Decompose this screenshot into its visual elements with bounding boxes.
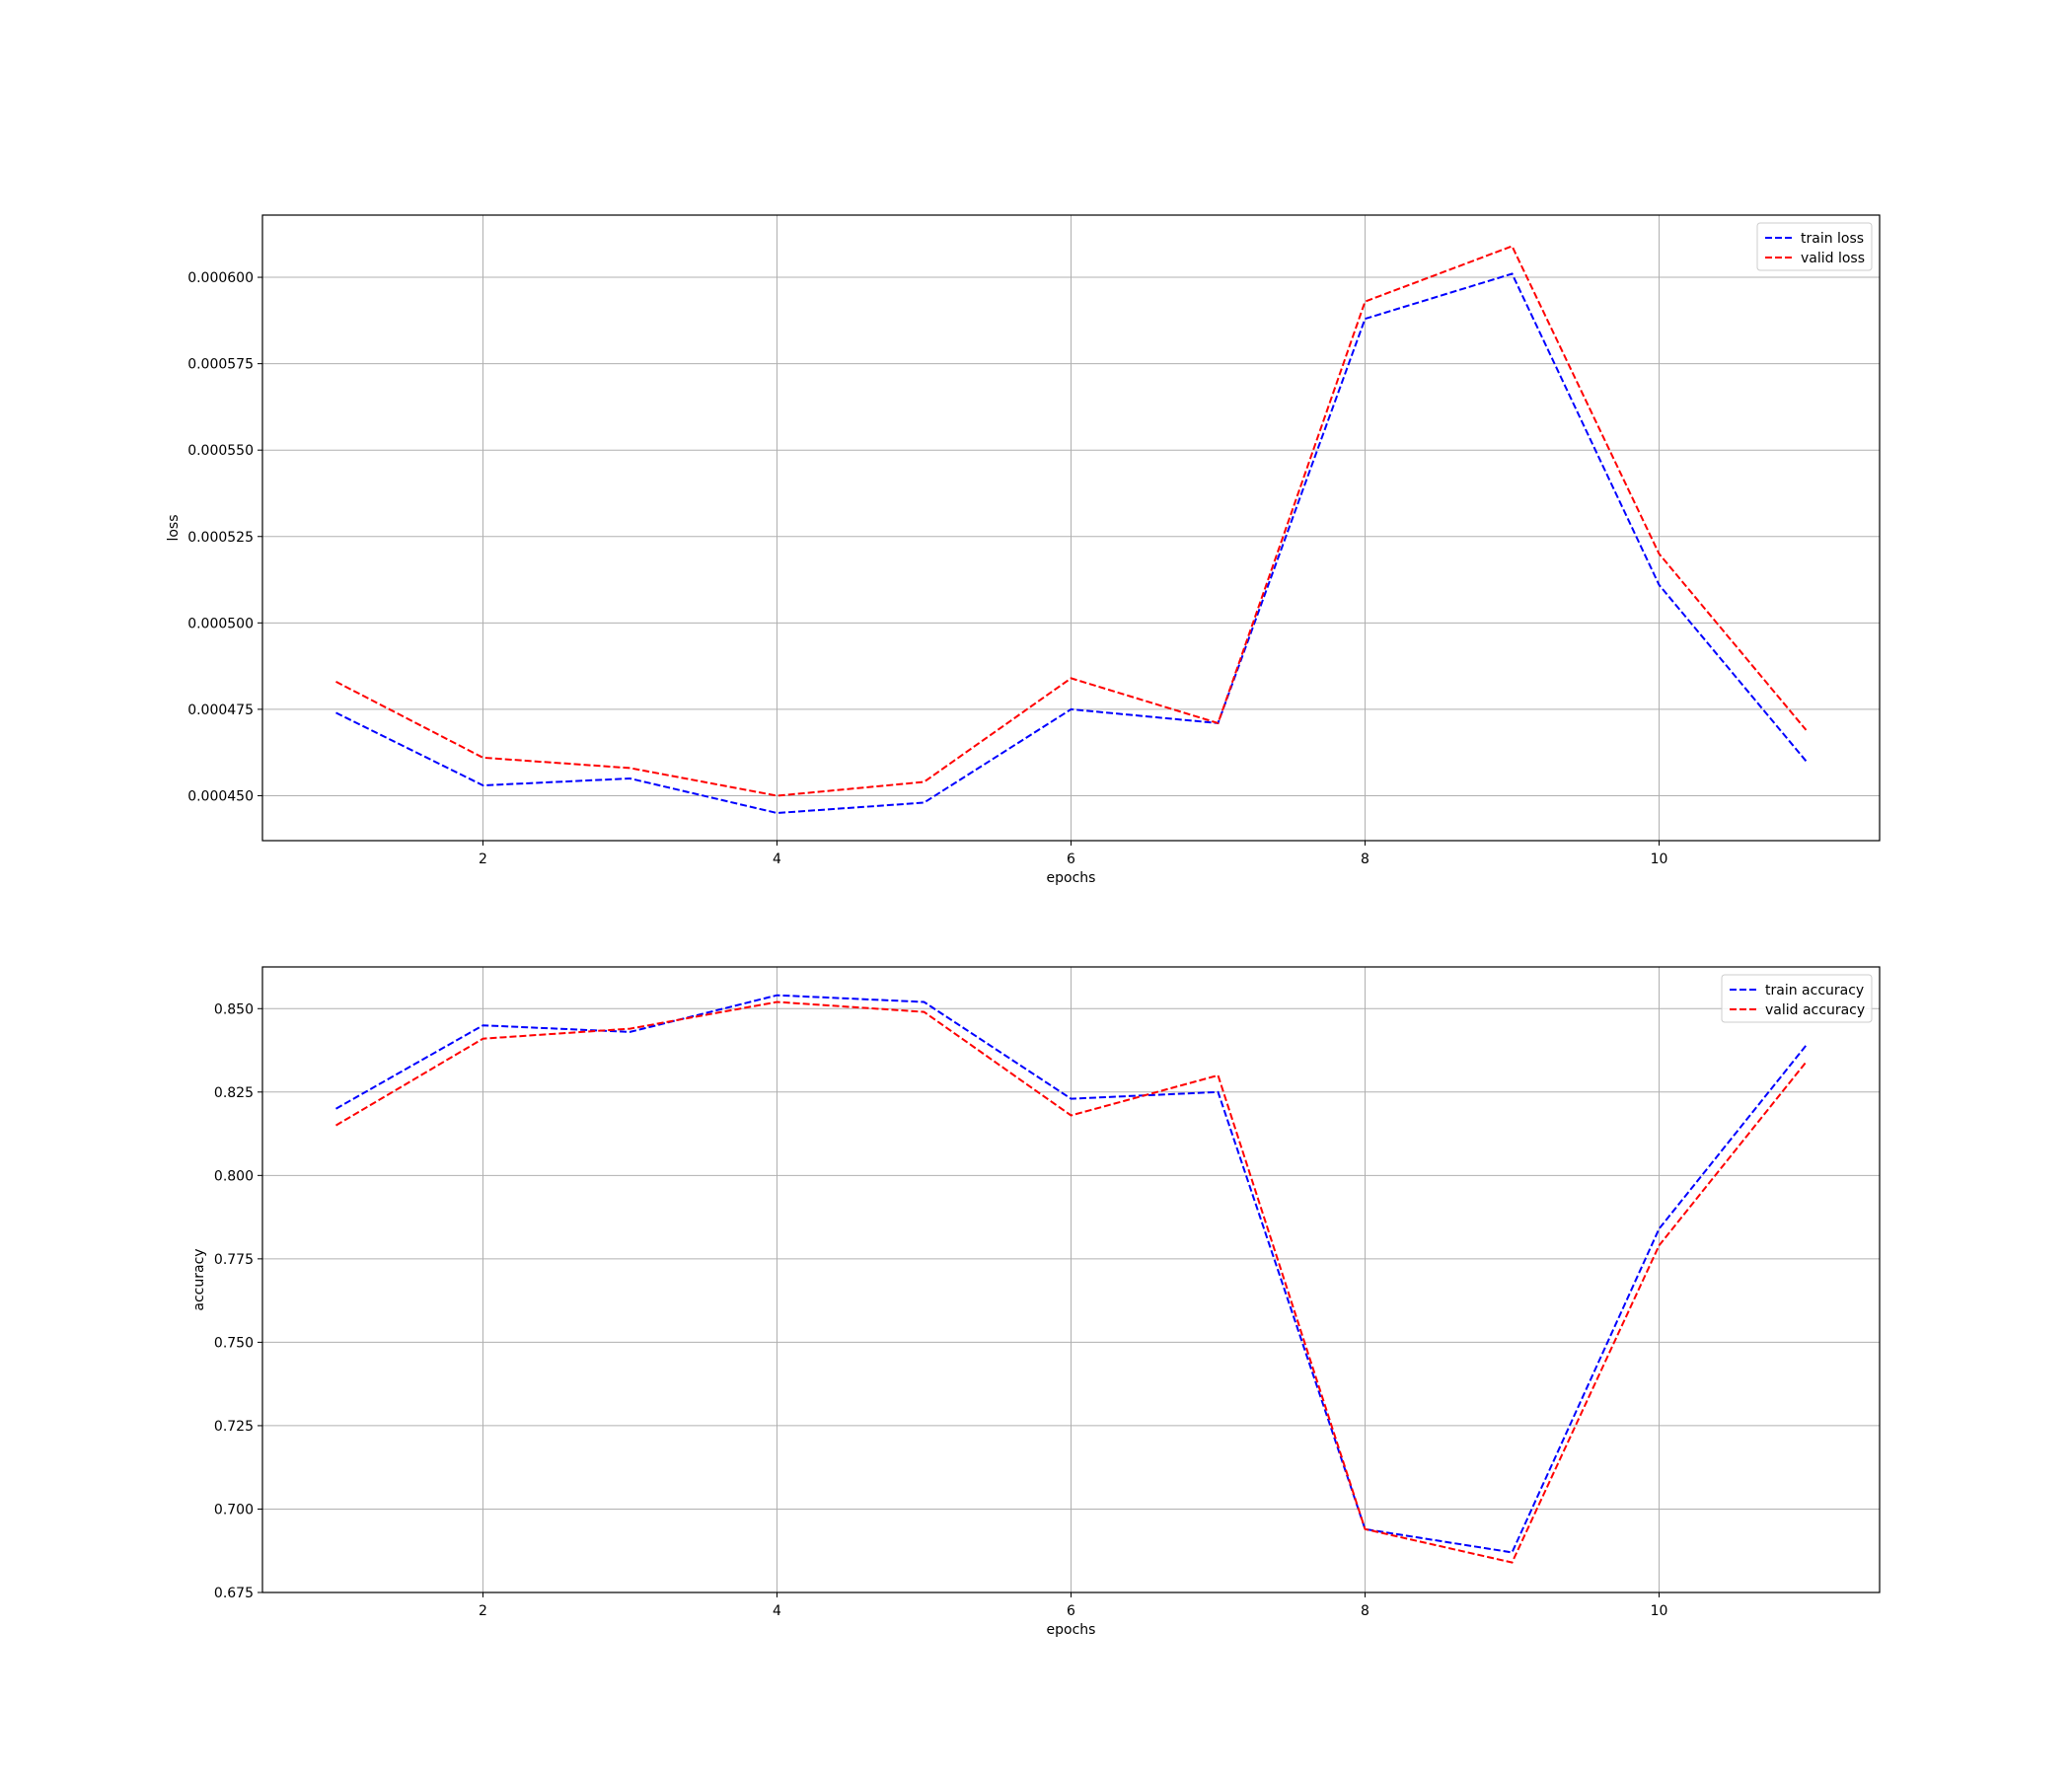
x-tick-label: 8 xyxy=(1361,1603,1369,1619)
y-tick-label: 0.000575 xyxy=(187,357,254,373)
y-axis-label: loss xyxy=(166,514,182,541)
legend: train loss valid loss xyxy=(1756,222,1873,271)
legend-entry-label: valid loss xyxy=(1801,251,1865,266)
x-tick-label: 2 xyxy=(479,851,487,867)
y-tick-label: 0.000600 xyxy=(187,270,254,286)
y-tick-label: 0.700 xyxy=(214,1502,254,1517)
legend-entry-label: valid accuracy xyxy=(1765,1002,1865,1018)
y-tick-label: 0.000525 xyxy=(187,530,254,546)
y-tick-label: 0.675 xyxy=(214,1586,254,1601)
x-tick-label: 4 xyxy=(773,1603,781,1619)
y-tick-label: 0.000450 xyxy=(187,788,254,804)
x-tick-label: 8 xyxy=(1361,851,1369,867)
y-tick-label: 0.000475 xyxy=(187,703,254,718)
legend: train accuracy valid accuracy xyxy=(1721,974,1873,1023)
x-tick-label: 6 xyxy=(1067,851,1075,867)
plot-frame xyxy=(261,214,1881,842)
y-tick-label: 0.750 xyxy=(214,1335,254,1351)
series-line-valid-loss xyxy=(335,245,1808,797)
x-axis-label: epochs xyxy=(1047,870,1096,886)
y-tick-label: 0.000550 xyxy=(187,443,254,459)
y-tick-label: 0.825 xyxy=(214,1085,254,1101)
series-line-train-loss xyxy=(335,272,1808,815)
y-tick-label: 0.775 xyxy=(214,1252,254,1268)
series-line-valid-accuracy xyxy=(334,1000,1808,1564)
loss-chart-panel: 2 4 6 8 10 0.000450 0.000475 0.000500 0.000525 0.… xyxy=(166,214,1881,886)
legend-entry-label: train loss xyxy=(1801,231,1864,247)
x-tick-label: 6 xyxy=(1067,1603,1075,1619)
x-tick-label: 10 xyxy=(1651,1603,1668,1619)
x-tick-label: 10 xyxy=(1651,851,1668,867)
legend-box xyxy=(1721,974,1873,1023)
y-tick-label: 0.725 xyxy=(214,1419,254,1435)
x-axis-label: epochs xyxy=(1047,1622,1096,1638)
y-tick-label: 0.800 xyxy=(214,1168,254,1184)
x-tick-label: 2 xyxy=(479,1603,487,1619)
y-axis-label: accuracy xyxy=(191,1248,207,1310)
plot-frame xyxy=(261,966,1881,1593)
accuracy-chart-panel: 2 4 6 8 10 0.675 0.700 0.725 0.750 0.775 0.800 0.82… xyxy=(191,966,1881,1638)
y-tick-label: 0.000500 xyxy=(187,616,254,631)
y-tick-label: 0.850 xyxy=(214,1001,254,1017)
legend-entry-label: train accuracy xyxy=(1765,983,1864,999)
x-tick-label: 4 xyxy=(773,851,781,867)
series-line-train-accuracy xyxy=(335,994,1808,1554)
